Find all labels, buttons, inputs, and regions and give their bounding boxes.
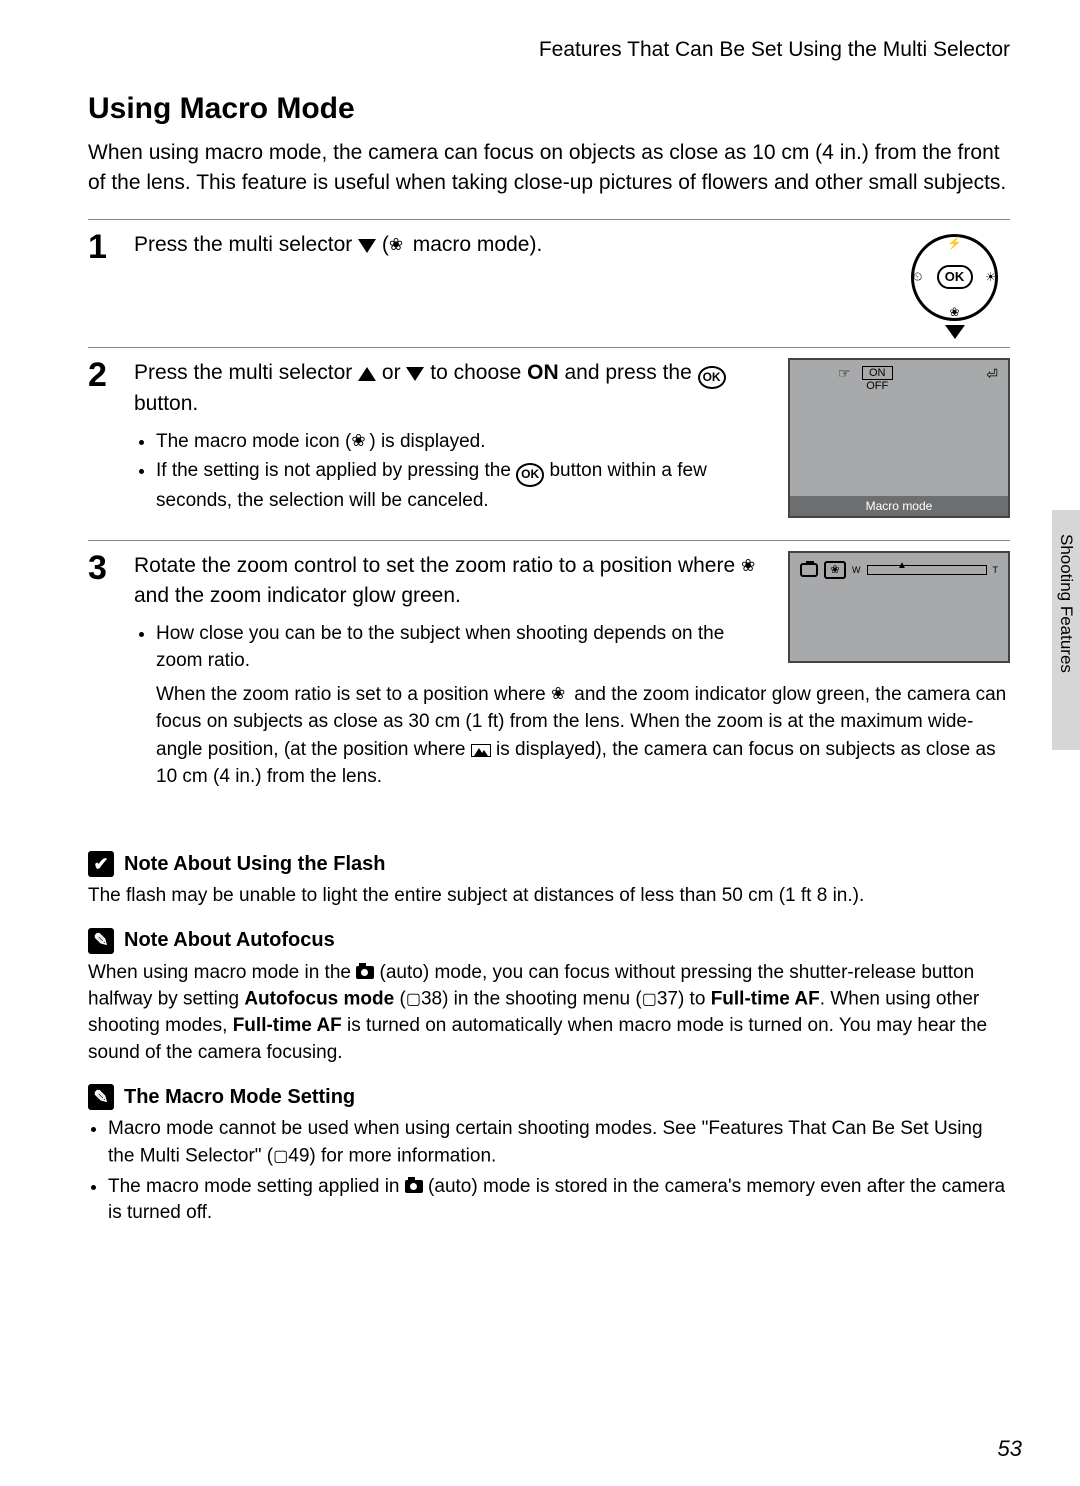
list-item: The macro mode setting applied in (auto)…: [108, 1174, 1010, 1227]
lcd-screenshot-zoom: ❀ W ▲ T: [788, 551, 1010, 663]
macro-flower-icon: [351, 432, 369, 450]
side-tab-label: Shooting Features: [1056, 534, 1076, 673]
multi-selector-diagram: OK ⚡ ⏲ ☀ ❀: [907, 230, 1002, 325]
step-2: 2 Press the multi selector or to choose …: [88, 347, 1010, 518]
down-triangle-icon: [358, 239, 376, 253]
ok-button-icon: OK: [937, 265, 973, 289]
note-autofocus: ✎ Note About Autofocus When using macro …: [88, 928, 1010, 1067]
step-3-para: When the zoom ratio is set to a position…: [134, 681, 1010, 791]
camera-inline-icon: [405, 1180, 423, 1193]
macro-box-icon: ❀: [824, 561, 846, 579]
camera-icon: [800, 563, 818, 577]
page-title: Using Macro Mode: [88, 92, 1010, 126]
step-3-head: Rotate the zoom control to set the zoom …: [134, 551, 770, 612]
macro-flower-icon: [551, 685, 569, 703]
note-title: Note About Using the Flash: [124, 853, 385, 876]
pencil-icon: ✎: [88, 1084, 114, 1110]
ok-inline-icon: OK: [698, 366, 726, 389]
note-title: Note About Autofocus: [124, 929, 335, 952]
list-item: Macro mode cannot be used when using cer…: [108, 1116, 1010, 1170]
step-2-head: Press the multi selector or to choose ON…: [134, 358, 770, 420]
breadcrumb: Features That Can Be Set Using the Multi…: [88, 38, 1010, 62]
step-2-bullets: The macro mode icon () is displayed. If …: [134, 428, 770, 514]
check-icon: ✔: [88, 851, 114, 877]
macro-flower-icon: [389, 236, 407, 254]
note-macro-setting: ✎ The Macro Mode Setting Macro mode cann…: [88, 1084, 1010, 1227]
note-list: Macro mode cannot be used when using cer…: [88, 1116, 1010, 1227]
hand-icon: ☞: [838, 365, 851, 382]
step-number: 3: [88, 551, 122, 791]
book-icon: [642, 986, 657, 1013]
mountain-icon: [471, 744, 491, 757]
note-body: The flash may be unable to light the ent…: [88, 883, 1010, 910]
down-arrow-icon: [945, 325, 965, 339]
lcd-off-option: OFF: [862, 380, 892, 392]
ok-inline-icon: OK: [516, 463, 544, 486]
macro-flower-icon: [741, 557, 759, 575]
page-number: 53: [998, 1436, 1022, 1462]
return-icon: ⏎: [986, 366, 998, 383]
book-icon: [273, 1143, 288, 1170]
note-title: The Macro Mode Setting: [124, 1086, 355, 1109]
book-icon: [406, 986, 421, 1013]
intro-text: When using macro mode, the camera can fo…: [88, 138, 1010, 199]
list-item: The macro mode icon () is displayed.: [156, 428, 770, 456]
step-1: 1 Press the multi selector ( macro mode)…: [88, 219, 1010, 325]
list-item: If the setting is not applied by pressin…: [156, 457, 770, 514]
note-flash: ✔ Note About Using the Flash The flash m…: [88, 851, 1010, 910]
step-number: 2: [88, 358, 122, 518]
lcd-screenshot-on-off: ☞ ON OFF ⏎ Macro mode: [788, 358, 1010, 518]
note-body: When using macro mode in the (auto) mode…: [88, 960, 1010, 1067]
step-3-bullets: How close you can be to the subject when…: [134, 620, 770, 675]
lcd-on-option: ON: [862, 366, 893, 380]
pencil-icon: ✎: [88, 928, 114, 954]
down-triangle-icon: [406, 367, 424, 381]
step-3: 3 Rotate the zoom control to set the zoo…: [88, 540, 1010, 791]
step-number: 1: [88, 230, 122, 325]
up-triangle-icon: [358, 367, 376, 381]
list-item: How close you can be to the subject when…: [156, 620, 770, 675]
camera-inline-icon: [356, 966, 374, 979]
zoom-indicator: ▲: [867, 565, 987, 575]
lcd-caption: Macro mode: [790, 496, 1008, 516]
side-tab: Shooting Features: [1052, 510, 1080, 750]
step-1-text: Press the multi selector ( macro mode).: [134, 230, 889, 260]
